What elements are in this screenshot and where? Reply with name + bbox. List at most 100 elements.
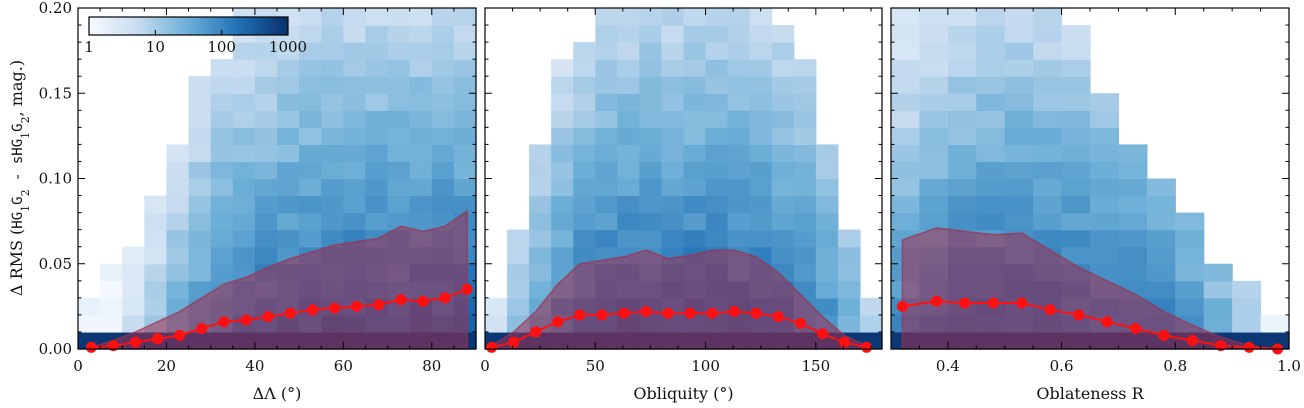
heatmap-cell (947, 178, 977, 197)
heatmap-cell (166, 263, 190, 282)
heatmap-cell (343, 93, 367, 111)
heatmap-cell (595, 93, 618, 111)
heatmap-cell (453, 195, 477, 214)
heatmap-cell (453, 161, 477, 180)
heatmap-cell (529, 161, 552, 180)
heatmap-cell (919, 127, 949, 145)
heatmap-cell (409, 8, 433, 26)
heatmap-cell (705, 144, 729, 163)
heatmap-cell (976, 76, 1006, 94)
heatmap-cell (232, 195, 256, 214)
heatmap-cell (976, 42, 1006, 60)
heatmap-cell (100, 314, 123, 333)
x-tick-label: 1.0 (1277, 357, 1301, 375)
median-point (794, 317, 806, 329)
heatmap-cell (749, 59, 773, 77)
heatmap-cell (409, 178, 433, 197)
heatmap-cell (837, 314, 861, 333)
heatmap-cell (683, 212, 707, 231)
heatmap-cell (771, 110, 795, 128)
heatmap-cell (617, 195, 640, 214)
heatmap-cell (277, 161, 300, 180)
heatmap-cell (859, 297, 883, 316)
heatmap-cell (947, 144, 977, 163)
heatmap-cell (639, 127, 663, 145)
heatmap-cell (683, 127, 707, 145)
x-ticks (918, 8, 1290, 349)
heatmap-cell (1061, 93, 1091, 111)
heatmap-cell (749, 161, 773, 180)
heatmap-cell (947, 110, 977, 128)
median-point (1243, 341, 1255, 353)
heatmap-cell (1232, 314, 1262, 333)
heatmap-cell (1004, 127, 1034, 145)
heatmap-cell (254, 42, 278, 60)
heatmap-cell (683, 59, 707, 77)
heatmap-cell (815, 195, 839, 214)
heatmap-cell (771, 212, 795, 231)
x-tick-label: 40 (245, 357, 264, 375)
heatmap-cell (409, 76, 433, 94)
heatmap-cell (683, 76, 707, 94)
heatmap-cell (683, 8, 707, 26)
heatmap-cell (595, 8, 618, 26)
heatmap-cell (343, 76, 367, 94)
panel-1: 0 20 40 60 80 0.00 0.05 0.10 0.15 0.20 ΔΛ (°) (39, 0, 477, 403)
heatmap-cell (453, 76, 477, 94)
heatmap-cell (1004, 212, 1034, 231)
heatmap-cell (188, 127, 212, 145)
x-tick-label: 80 (422, 357, 441, 375)
heatmap-cell (595, 229, 618, 248)
heatmap-cell (891, 59, 921, 77)
heatmap-cell (387, 59, 411, 77)
heatmap-cell (617, 93, 640, 111)
heatmap-cell (431, 93, 455, 111)
median-point (152, 333, 164, 345)
heatmap-cell (188, 144, 212, 163)
heatmap-cell (144, 297, 168, 316)
heatmap-cell (919, 195, 949, 214)
heatmap-cell (551, 229, 574, 248)
heatmap-cell (595, 42, 618, 60)
median-point (486, 341, 498, 353)
median-point (772, 311, 784, 323)
heatmap-cell (1004, 195, 1034, 214)
heatmap-cell (1061, 229, 1091, 248)
heatmap-cell (573, 42, 596, 60)
heatmap-cell (254, 76, 278, 94)
heatmap-cell (661, 127, 685, 145)
heatmap-cell (815, 229, 839, 248)
heatmap-cell (387, 127, 411, 145)
heatmap-cell (254, 127, 278, 145)
heatmap-cell (144, 280, 168, 299)
heatmap-cell (793, 263, 817, 282)
heatmap-cell (976, 8, 1006, 26)
median-point (530, 326, 542, 338)
heatmap-cell (771, 229, 795, 248)
heatmap-cell (1118, 178, 1148, 197)
heatmap-cell (387, 195, 411, 214)
heatmap-cell (254, 161, 278, 180)
heatmap-cell (1061, 127, 1091, 145)
heatmap-cell (573, 229, 596, 248)
heatmap-cell (453, 42, 477, 60)
median-point (218, 316, 230, 328)
heatmap-cell (1004, 42, 1034, 60)
heatmap-cell (639, 42, 663, 60)
heatmap-cell (639, 144, 663, 163)
heatmap-cell (232, 59, 256, 77)
heatmap-cell (321, 178, 344, 197)
heatmap-cell (529, 178, 552, 197)
heatmap-cell (1232, 280, 1262, 299)
heatmap-cell (299, 212, 322, 231)
heatmap-cell (122, 263, 145, 282)
heatmap-cell (277, 110, 300, 128)
heatmap-cell (343, 144, 367, 163)
heatmap-cell (100, 297, 123, 316)
heatmap-cell (617, 161, 640, 180)
heatmap-cell (947, 127, 977, 145)
heatmap-cell (1061, 178, 1091, 197)
heatmap-cell (617, 42, 640, 60)
heatmap-cell (365, 8, 389, 26)
